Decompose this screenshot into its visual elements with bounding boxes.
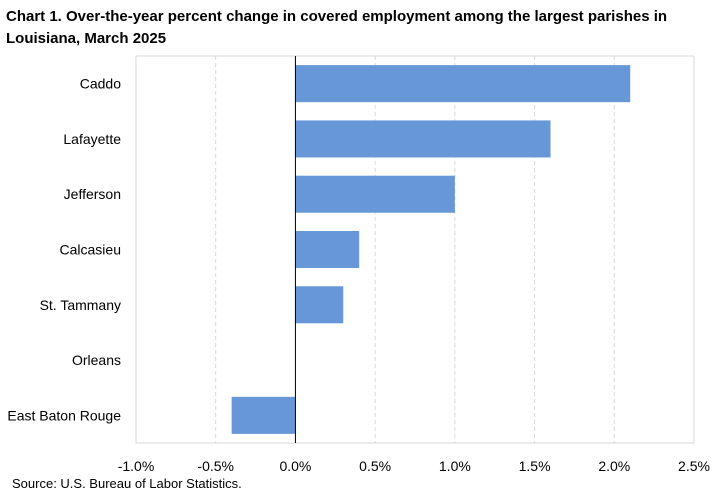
- category-label: East Baton Rouge: [7, 407, 121, 423]
- bar-caddo: [295, 65, 631, 103]
- category-label: Caddo: [80, 76, 121, 92]
- x-tick-label: -0.5%: [197, 458, 234, 474]
- bar-jefferson: [295, 175, 455, 213]
- bar-lafayette: [295, 120, 551, 158]
- x-tick-label: 1.5%: [519, 458, 551, 474]
- bar-st-tammany: [295, 286, 344, 324]
- category-label: Calcasieu: [60, 242, 121, 258]
- bars: [231, 65, 631, 434]
- category-label: Lafayette: [63, 131, 121, 147]
- x-tick-labels: -1.0% -0.5% 0.0% 0.5% 1.0% 1.5% 2.0% 2.5%: [118, 458, 710, 474]
- plot-area: [135, 55, 695, 444]
- bar-east-baton-rouge: [231, 396, 296, 434]
- category-labels: Caddo Lafayette Jefferson Calcasieu St. Tamm…: [7, 76, 121, 424]
- x-tick-label: 2.5%: [678, 458, 710, 474]
- category-label: Jefferson: [64, 186, 121, 202]
- category-label: St. Tammany: [40, 297, 121, 313]
- x-tick-label: 0.0%: [279, 458, 311, 474]
- grid-lines: [215, 56, 615, 443]
- category-label: Orleans: [72, 352, 121, 368]
- x-tick-label: -1.0%: [118, 458, 155, 474]
- x-tick-label: 1.0%: [439, 458, 471, 474]
- chart-title: Chart 1. Over-the-year percent change in…: [6, 8, 668, 47]
- source-note: Source: U.S. Bureau of Labor Statistics.: [12, 476, 242, 491]
- x-tick-label: 2.0%: [598, 458, 630, 474]
- bar-calcasieu: [295, 230, 360, 269]
- x-tick-label: 0.5%: [359, 458, 391, 474]
